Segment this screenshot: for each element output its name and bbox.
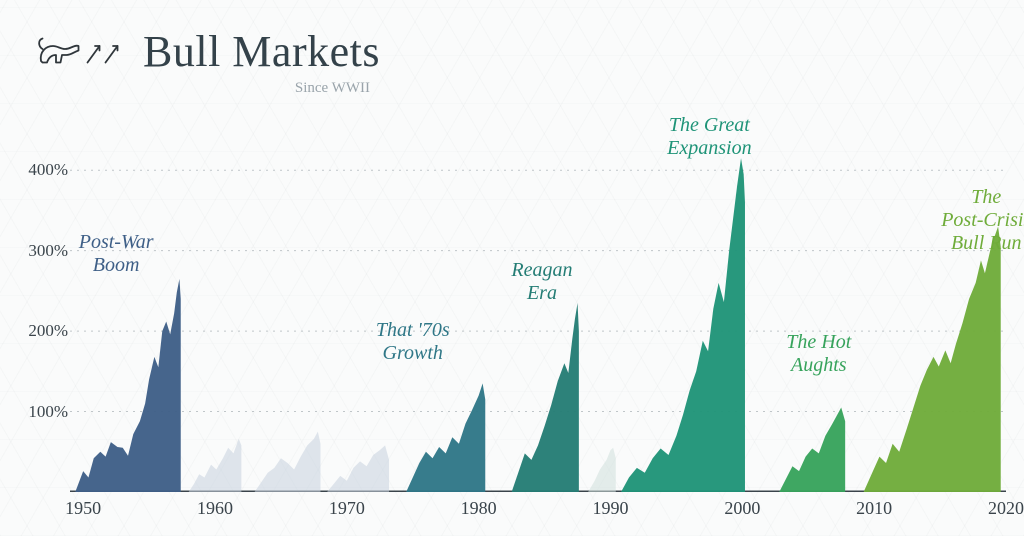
x-tick-label: 2020 <box>988 498 1024 519</box>
series-label: The Great Expansion <box>667 114 751 160</box>
bull-arrow-icon <box>35 30 125 80</box>
header: Bull Markets Since WWII <box>35 30 380 97</box>
series-label: That '70s Growth <box>376 319 450 365</box>
x-tick-label: 1990 <box>593 498 629 519</box>
series-label: The Hot Aughts <box>786 331 851 377</box>
series-label: The Post-Crisis Bull Run <box>941 186 1024 255</box>
page-subtitle: Since WWII <box>295 80 380 97</box>
y-tick-label: 200% <box>28 321 68 341</box>
y-tick-label: 100% <box>28 402 68 422</box>
x-tick-label: 1950 <box>65 498 101 519</box>
y-tick-label: 300% <box>28 241 68 261</box>
y-tick-label: 400% <box>28 160 68 180</box>
y-axis-labels: 100% 200% 300% 400% <box>18 130 68 492</box>
x-tick-label: 1980 <box>461 498 497 519</box>
x-axis-labels: 19501960197019801990200020102020 <box>70 498 1006 522</box>
x-tick-label: 1970 <box>329 498 365 519</box>
x-tick-label: 1960 <box>197 498 233 519</box>
x-tick-label: 2010 <box>856 498 892 519</box>
series-label: Reagan Era <box>511 259 572 305</box>
series-label: Post-War Boom <box>79 231 154 277</box>
chart: 100%200%300%400% 19501960197019801990200… <box>70 130 1006 492</box>
chart-plot <box>70 130 1006 492</box>
page-title: Bull Markets <box>143 30 380 74</box>
x-tick-label: 2000 <box>724 498 760 519</box>
